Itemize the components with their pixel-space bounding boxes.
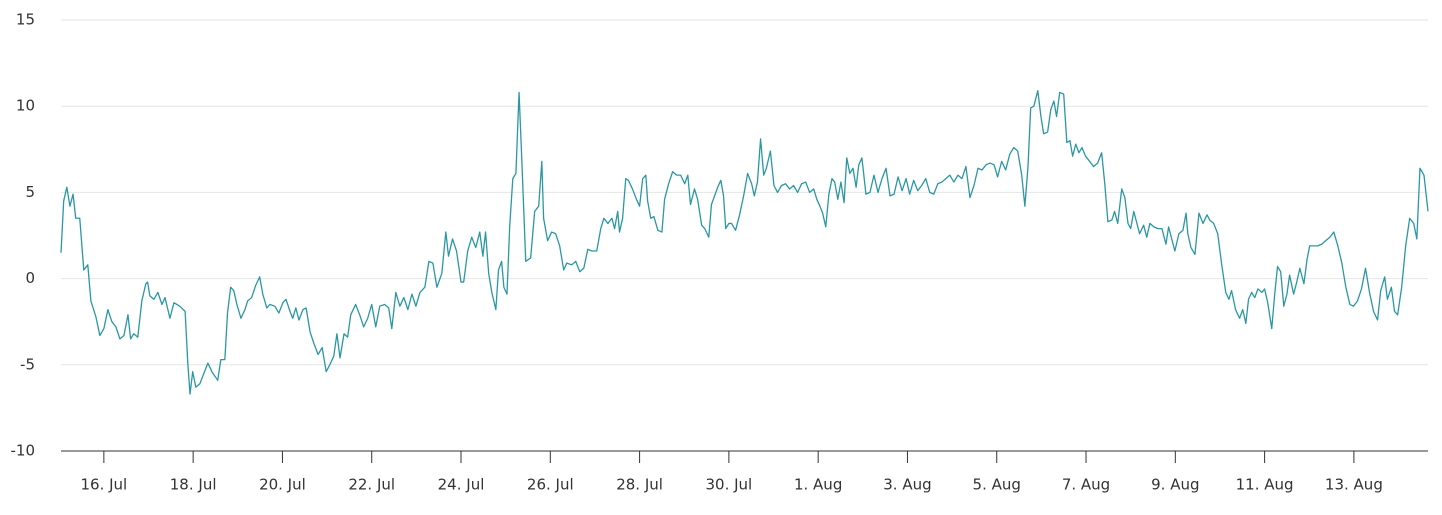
x-tick-label: 11. Aug	[1236, 476, 1294, 494]
x-tick-label: 9. Aug	[1151, 476, 1199, 494]
data-line	[60, 90, 1429, 395]
x-tick-label: 26. Jul	[527, 476, 574, 494]
x-tick-label: 1. Aug	[794, 476, 842, 494]
x-tick-label: 5. Aug	[973, 476, 1021, 494]
y-tick-label: 15	[16, 11, 35, 29]
x-tick-label: 24. Jul	[438, 476, 485, 494]
x-tick-label: 28. Jul	[616, 476, 663, 494]
x-tick-label: 7. Aug	[1062, 476, 1110, 494]
x-tick-label: 22. Jul	[348, 476, 395, 494]
x-tick-label: 20. Jul	[259, 476, 306, 494]
y-tick-label: -10	[11, 442, 36, 460]
y-tick-label: -5	[20, 355, 35, 373]
y-tick-label: 10	[16, 97, 35, 115]
y-tick-label: 5	[25, 183, 35, 201]
y-tick-label: 0	[25, 269, 35, 287]
x-tick-label: 18. Jul	[170, 476, 217, 494]
x-tick-label: 3. Aug	[883, 476, 931, 494]
x-tick-label: 13. Aug	[1325, 476, 1383, 494]
x-tick-label: 16. Jul	[80, 476, 127, 494]
x-tick-label: 30. Jul	[706, 476, 753, 494]
